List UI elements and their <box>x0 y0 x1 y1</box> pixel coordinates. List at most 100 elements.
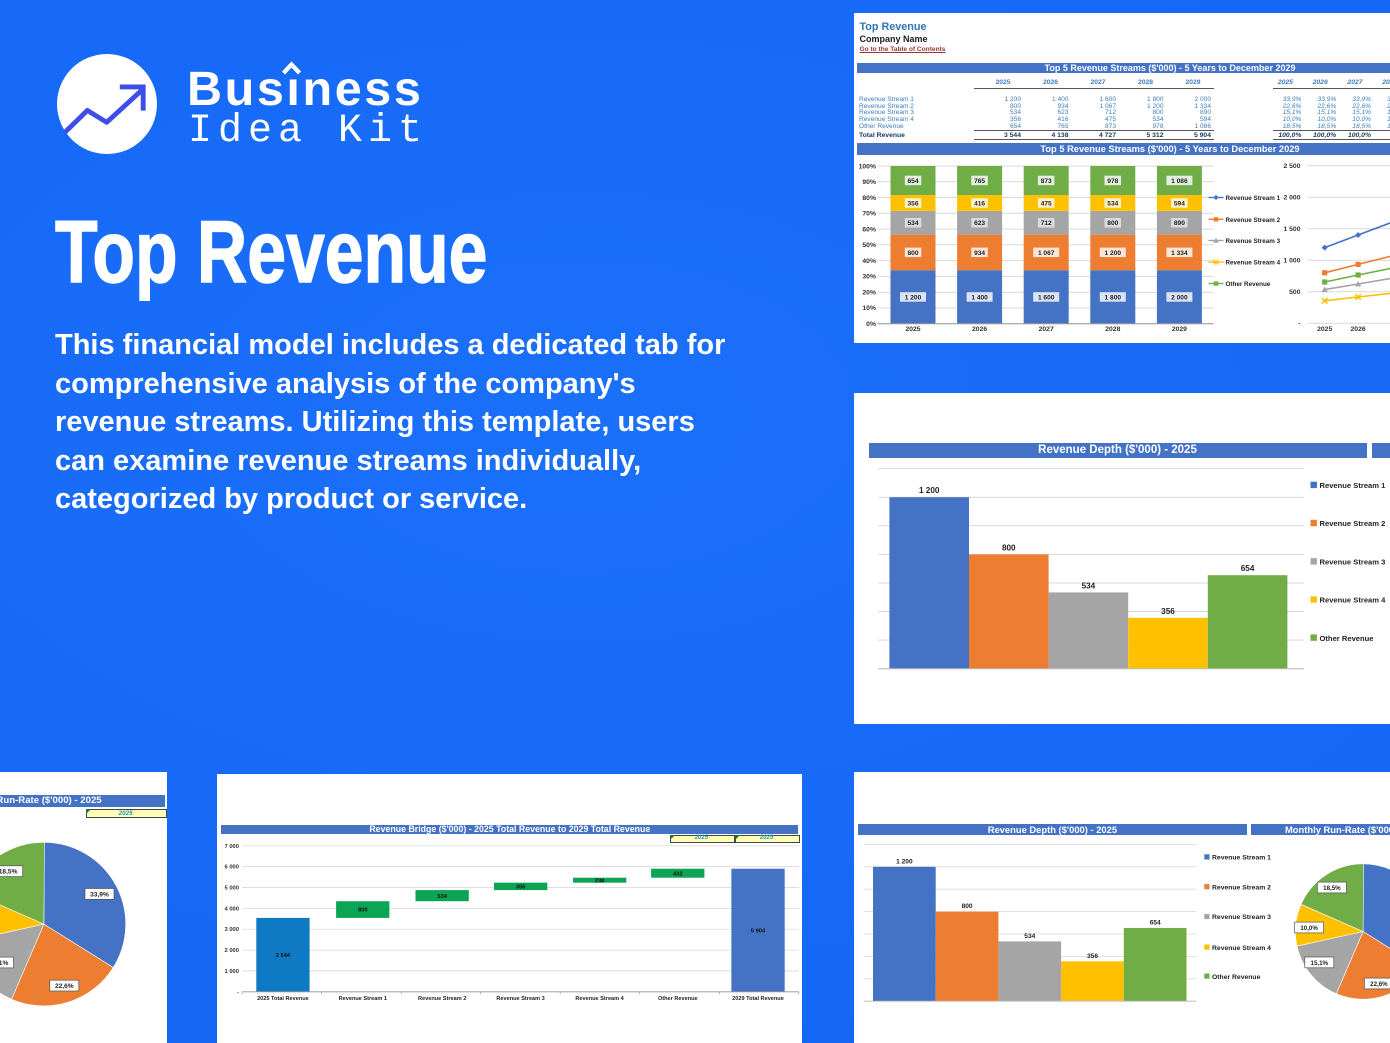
svg-text:356: 356 <box>1086 953 1097 960</box>
svg-text:2026: 2026 <box>972 326 987 333</box>
svg-text:6 000: 6 000 <box>225 865 239 871</box>
svg-text:2027: 2027 <box>1038 326 1053 333</box>
svg-text:2029 Total Revenue: 2029 Total Revenue <box>732 996 784 1002</box>
svg-text:2025: 2025 <box>905 326 920 333</box>
svg-text:1 200: 1 200 <box>918 486 939 495</box>
svg-text:Revenue Stream 3: Revenue Stream 3 <box>1319 558 1385 567</box>
svg-text:475: 475 <box>1040 200 1051 207</box>
svg-text:594: 594 <box>1173 200 1184 207</box>
svg-text:7 000: 7 000 <box>225 844 239 850</box>
svg-text:2029: 2029 <box>1171 326 1186 333</box>
svg-text:Other Revenue: Other Revenue <box>1319 634 1373 643</box>
svg-text:Revenue Stream 2: Revenue Stream 2 <box>418 996 466 1002</box>
svg-text:1 400: 1 400 <box>971 294 988 301</box>
svg-text:Revenue Stream 4: Revenue Stream 4 <box>1319 596 1386 605</box>
svg-text:Revenue Stream 2: Revenue Stream 2 <box>1225 216 1280 223</box>
svg-text:90%: 90% <box>862 179 876 186</box>
svg-text:934: 934 <box>974 249 985 256</box>
svg-text:10,0%: 10,0% <box>1300 925 1318 932</box>
svg-text:5 904: 5 904 <box>751 929 766 935</box>
svg-text:623: 623 <box>974 220 985 227</box>
svg-text:800: 800 <box>961 903 972 910</box>
svg-text:2025 Total Revenue: 2025 Total Revenue <box>257 996 309 1002</box>
svg-text:Revenue Stream 1: Revenue Stream 1 <box>1319 481 1386 490</box>
svg-text:15,1%: 15,1% <box>0 959 8 966</box>
svg-text:2025: 2025 <box>1317 326 1332 333</box>
svg-text:800: 800 <box>907 249 918 256</box>
svg-text:40%: 40% <box>862 257 876 264</box>
svg-text:1 334: 1 334 <box>1171 249 1188 256</box>
svg-text:712: 712 <box>1040 220 1051 227</box>
svg-text:873: 873 <box>1040 177 1051 184</box>
svg-text:978: 978 <box>1107 177 1118 184</box>
svg-text:Revenue Stream 4: Revenue Stream 4 <box>576 996 625 1002</box>
svg-text:Other Revenue: Other Revenue <box>658 996 698 1002</box>
svg-text:Revenue Stream 2: Revenue Stream 2 <box>1319 519 1385 528</box>
svg-text:890: 890 <box>1173 220 1184 227</box>
svg-text:22,6%: 22,6% <box>55 983 74 990</box>
svg-text:800: 800 <box>1107 220 1118 227</box>
svg-text:800: 800 <box>1001 543 1015 552</box>
svg-text:356: 356 <box>907 200 918 207</box>
svg-text:1 067: 1 067 <box>1037 249 1054 256</box>
svg-text:534: 534 <box>1107 200 1118 207</box>
svg-text:654: 654 <box>907 177 918 184</box>
svg-text:20%: 20% <box>862 289 876 296</box>
svg-text:1 086: 1 086 <box>1171 177 1188 184</box>
svg-text:Other Revenue: Other Revenue <box>1212 974 1261 981</box>
svg-text:534: 534 <box>1024 933 1035 940</box>
svg-text:33,9%: 33,9% <box>90 891 109 898</box>
svg-text:Revenue Stream 3: Revenue Stream 3 <box>1212 914 1271 921</box>
svg-text:50%: 50% <box>862 242 876 249</box>
svg-text:10%: 10% <box>862 305 876 312</box>
svg-text:-: - <box>1298 320 1300 327</box>
svg-text:432: 432 <box>673 871 683 877</box>
svg-text:534: 534 <box>438 894 448 900</box>
svg-text:654: 654 <box>1149 920 1160 927</box>
svg-text:1 000: 1 000 <box>225 969 239 975</box>
svg-text:1 500: 1 500 <box>1283 226 1300 233</box>
svg-text:Revenue Stream 2: Revenue Stream 2 <box>1212 884 1271 891</box>
svg-text:Revenue Stream 3: Revenue Stream 3 <box>1225 238 1280 245</box>
svg-text:765: 765 <box>974 177 985 184</box>
svg-text:30%: 30% <box>862 273 876 280</box>
svg-text:22,6%: 22,6% <box>1370 981 1388 988</box>
svg-text:80%: 80% <box>862 194 876 201</box>
svg-text:Other Revenue: Other Revenue <box>1225 281 1270 288</box>
svg-text:356: 356 <box>1161 607 1175 616</box>
svg-text:Revenue Stream 1: Revenue Stream 1 <box>339 996 387 1002</box>
svg-text:4 000: 4 000 <box>225 907 239 913</box>
svg-text:100%: 100% <box>858 163 875 170</box>
svg-text:1 200: 1 200 <box>1104 249 1121 256</box>
svg-text:500: 500 <box>1289 289 1301 296</box>
svg-text:534: 534 <box>1081 581 1095 590</box>
svg-text:-: - <box>237 990 239 996</box>
svg-text:2 000: 2 000 <box>1171 294 1188 301</box>
svg-text:534: 534 <box>907 220 918 227</box>
svg-text:Revenue Stream 1: Revenue Stream 1 <box>1212 855 1271 862</box>
svg-text:5 000: 5 000 <box>225 886 239 892</box>
svg-text:18,5%: 18,5% <box>0 868 18 875</box>
svg-text:2 500: 2 500 <box>1283 163 1300 170</box>
svg-text:18,5%: 18,5% <box>1323 885 1341 892</box>
svg-text:Revenue Stream 4: Revenue Stream 4 <box>1225 259 1280 266</box>
svg-text:15,1%: 15,1% <box>1310 960 1328 967</box>
svg-text:238: 238 <box>595 878 605 884</box>
svg-text:654: 654 <box>1240 564 1254 573</box>
svg-text:70%: 70% <box>862 210 876 217</box>
svg-text:3 000: 3 000 <box>225 927 239 933</box>
svg-text:2026: 2026 <box>1350 326 1365 333</box>
svg-text:3 544: 3 544 <box>276 953 291 959</box>
svg-text:0%: 0% <box>866 321 876 328</box>
svg-text:1 200: 1 200 <box>896 858 913 865</box>
svg-text:2 000: 2 000 <box>225 948 239 954</box>
svg-text:356: 356 <box>516 885 526 891</box>
svg-text:1 000: 1 000 <box>1283 257 1300 264</box>
svg-text:2 000: 2 000 <box>1283 194 1300 201</box>
svg-text:1 200: 1 200 <box>904 294 921 301</box>
svg-text:Revenue Stream 4: Revenue Stream 4 <box>1212 945 1271 952</box>
svg-text:60%: 60% <box>862 226 876 233</box>
svg-text:2028: 2028 <box>1105 326 1120 333</box>
svg-text:1 800: 1 800 <box>1104 294 1121 301</box>
svg-text:416: 416 <box>974 200 985 207</box>
